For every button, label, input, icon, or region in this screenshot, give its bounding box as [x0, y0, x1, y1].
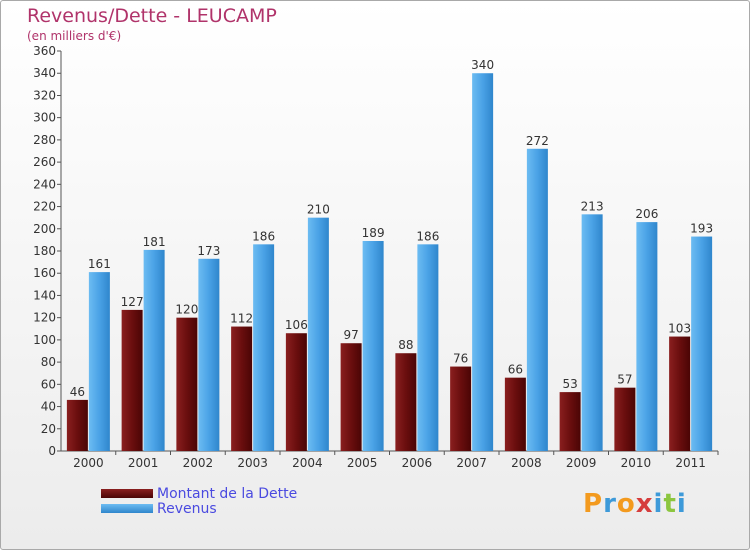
data-label-revenus-2003: 186 [252, 229, 275, 243]
x-tick-label: 2009 [566, 456, 597, 470]
data-label-debt-2009: 53 [562, 377, 577, 391]
data-label-debt-2007: 76 [453, 352, 468, 366]
legend-swatch-revenus [101, 504, 153, 513]
bar-debt-2002 [176, 317, 198, 451]
y-tick-label: 320 [33, 88, 56, 102]
y-tick-label: 60 [41, 377, 56, 391]
logo-letter: o [616, 489, 636, 519]
data-label-revenus-2007: 340 [471, 58, 494, 72]
bar-revenus-2006 [417, 244, 439, 451]
bar-revenus-2010 [636, 222, 658, 451]
bar-debt-2001 [121, 309, 143, 451]
bar-revenus-2005 [362, 241, 384, 451]
bar-revenus-2007 [472, 73, 494, 451]
legend-label-debt: Montant de la Dette [157, 486, 298, 502]
data-label-revenus-2001: 181 [143, 235, 166, 249]
x-tick-label: 2003 [237, 456, 268, 470]
data-label-revenus-2002: 173 [197, 244, 220, 258]
y-tick-label: 160 [33, 266, 56, 280]
bar-revenus-2009 [581, 214, 603, 451]
x-tick-label: 2011 [675, 456, 706, 470]
y-tick-label: 100 [33, 333, 56, 347]
data-label-debt-2004: 106 [285, 318, 308, 332]
bar-debt-2010 [614, 387, 636, 451]
data-label-debt-2006: 88 [398, 338, 413, 352]
x-tick-label: 2002 [183, 456, 214, 470]
logo-letter: i [676, 489, 687, 519]
data-label-revenus-2010: 206 [635, 207, 658, 221]
y-tick-label: 340 [33, 66, 56, 80]
logo-letter: r [603, 489, 617, 519]
y-tick-label: 300 [33, 111, 56, 125]
x-tick-label: 2005 [347, 456, 378, 470]
data-label-debt-2008: 66 [508, 363, 523, 377]
data-label-debt-2002: 120 [175, 303, 198, 317]
bar-revenus-2000 [88, 272, 110, 451]
x-tick-label: 2000 [73, 456, 104, 470]
y-tick-label: 240 [33, 177, 56, 191]
bar-revenus-2002 [198, 258, 220, 451]
data-label-revenus-2004: 210 [307, 203, 330, 217]
x-tick-label: 2010 [621, 456, 652, 470]
legend-label-revenus: Revenus [157, 501, 217, 517]
bar-debt-2007 [450, 366, 472, 451]
x-tick-label: 2006 [402, 456, 433, 470]
data-label-debt-2003: 112 [230, 312, 253, 326]
logo-letter: x [635, 489, 654, 519]
data-label-debt-2005: 97 [343, 328, 358, 342]
bar-revenus-2008 [526, 148, 548, 451]
data-label-debt-2000: 46 [70, 385, 85, 399]
bar-revenus-2004 [307, 217, 329, 451]
logo-letter: P [583, 489, 604, 519]
bar-debt-2008 [504, 377, 526, 451]
data-label-revenus-2000: 161 [88, 257, 111, 271]
x-tick-label: 2001 [128, 456, 159, 470]
data-label-revenus-2005: 189 [362, 226, 385, 240]
data-label-revenus-2008: 272 [526, 134, 549, 148]
y-tick-label: 360 [33, 44, 56, 58]
x-tick-label: 2008 [511, 456, 542, 470]
y-tick-label: 120 [33, 311, 56, 325]
bar-debt-2009 [559, 392, 581, 451]
data-label-revenus-2006: 186 [416, 229, 439, 243]
y-tick-label: 180 [33, 244, 56, 258]
proxiti-logo: Proxiti [583, 489, 687, 519]
y-tick-label: 220 [33, 200, 56, 214]
bar-debt-2000 [66, 399, 88, 451]
bar-debt-2004 [285, 333, 307, 451]
bar-revenus-2011 [691, 236, 713, 451]
legend-swatch-debt [101, 489, 153, 498]
x-tick-label: 2007 [456, 456, 487, 470]
y-tick-label: 280 [33, 133, 56, 147]
bar-debt-2003 [231, 326, 253, 451]
y-tick-label: 260 [33, 155, 56, 169]
bar-debt-2006 [395, 353, 417, 451]
y-tick-label: 0 [48, 444, 56, 458]
data-label-revenus-2011: 193 [690, 222, 713, 236]
data-label-debt-2001: 127 [121, 295, 144, 309]
chart-title: Revenus/Dette - LEUCAMP [27, 5, 277, 27]
y-tick-label: 80 [41, 355, 56, 369]
y-tick-label: 200 [33, 222, 56, 236]
chart-subtitle: (en milliers d'€) [27, 29, 122, 43]
data-label-revenus-2009: 213 [581, 199, 604, 213]
bar-revenus-2001 [143, 249, 165, 451]
y-tick-label: 140 [33, 288, 56, 302]
data-label-debt-2011: 103 [668, 322, 691, 336]
x-tick-label: 2004 [292, 456, 323, 470]
bar-debt-2005 [340, 343, 362, 451]
y-tick-label: 20 [41, 422, 56, 436]
logo-letter: t [663, 489, 677, 519]
data-label-debt-2010: 57 [617, 373, 632, 387]
y-tick-label: 40 [41, 400, 56, 414]
bar-debt-2011 [669, 336, 691, 451]
bar-revenus-2003 [253, 244, 275, 451]
logo-letter: i [653, 489, 664, 519]
